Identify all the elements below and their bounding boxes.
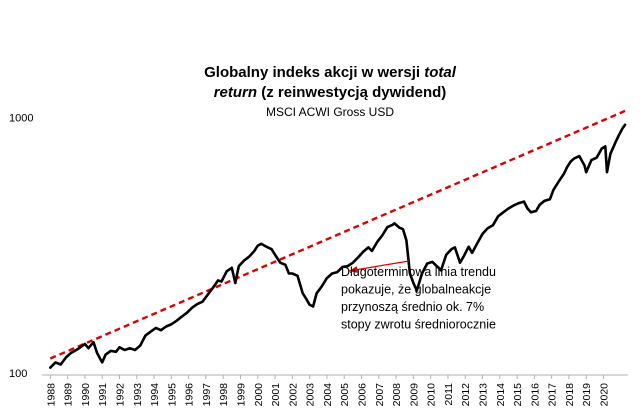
annotation-arrowhead [349,266,358,273]
x-axis-ticks: 1988 1989 1990 1991 1992 1993 1994 1995 1996 1997… [45,375,611,407]
x-tick-label: 2011 [443,383,455,406]
x-tick-label: 2003 [305,383,317,407]
x-tick-label: 2008 [391,383,403,407]
x-tick-label: 2013 [478,383,490,407]
index-series-line [49,123,627,369]
x-tick-label: 2007 [374,383,386,407]
chart-title-line2-italic: return [214,84,257,101]
chart-title-line2: return (z reinwestycją dywidend) [214,84,447,101]
x-tick-label: 1997 [201,383,213,407]
trend-annotation: Długoterminowa linia trendu pokazuje, że … [341,265,496,332]
x-tick-label: 2004 [322,383,334,407]
annotation-line: stopy zwrotu średniorocznie [341,318,496,332]
x-tick-label: 2009 [408,383,420,407]
x-tick-label: 2002 [287,383,299,407]
annotation-line: Długoterminowa linia trendu [341,265,496,279]
x-tick-label: 1994 [149,383,161,407]
chart-title-line1-plain: Globalny indeks akcji w wersji [204,64,424,81]
annotation-line: pokazuje, że globalneakcje [341,283,491,297]
x-tick-label: 1992 [114,383,126,407]
x-tick-label: 2016 [529,383,541,407]
x-tick-label: 2005 [339,383,351,407]
x-tick-label: 1996 [184,383,196,407]
x-tick-label: 2017 [547,383,559,407]
x-tick-label: 1999 [235,383,247,407]
y-tick-label: 100 [9,368,27,380]
y-axis: 100 1000 [9,112,33,380]
x-tick-label: 2014 [495,383,507,407]
x-tick-label: 1995 [166,383,178,407]
chart-title-line1-italic: total [424,64,456,81]
x-tick-label: 2001 [270,383,282,407]
annotation-line: przynoszą średnio ok. 7% [341,300,484,314]
x-tick-label: 1989 [63,383,75,407]
y-tick-label: 1000 [9,112,33,124]
chart-title-line1: Globalny indeks akcji w wersji total [204,64,457,81]
x-tick-label: 2006 [356,383,368,407]
x-tick-label: 1998 [218,383,230,407]
x-tick-label: 2010 [426,383,438,407]
x-tick-label: 2020 [599,383,611,407]
x-tick-label: 1993 [132,383,144,407]
x-tick-label: 1990 [80,383,92,407]
x-tick-label: 2019 [581,383,593,407]
x-tick-label: 2018 [564,383,576,407]
trend-line [49,109,626,360]
x-tick-label: 2012 [460,383,472,407]
x-tick-label: 2015 [512,383,524,407]
x-tick-label: 1991 [97,383,109,407]
chart-subtitle: MSCI ACWI Gross USD [266,105,394,119]
x-tick-label: 2000 [253,383,265,407]
annotation-arrow [349,260,410,272]
x-tick-label: 1988 [45,383,57,407]
chart-title-line2-plain: (z reinwestycją dywidend) [257,84,446,101]
